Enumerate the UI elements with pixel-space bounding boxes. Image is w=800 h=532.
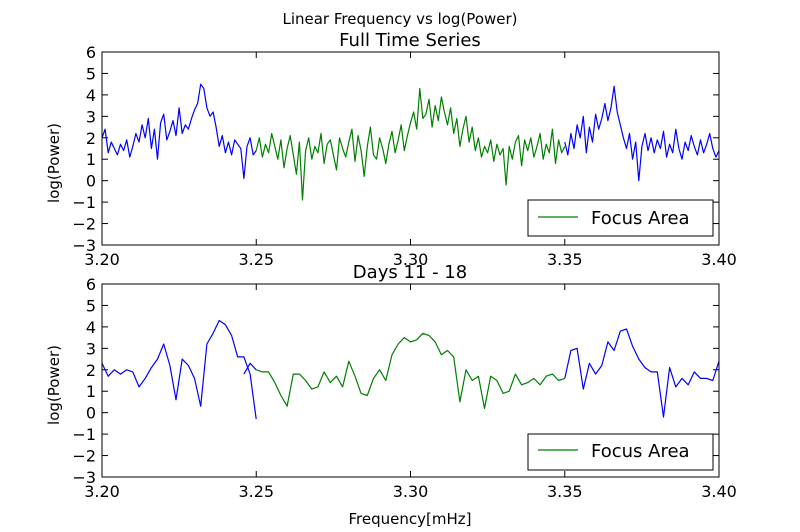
top-plot-legend-box — [527, 199, 714, 237]
top-plot-y-tick-label: 6 — [86, 43, 96, 62]
top-plot-ylabel: log(Power) — [45, 123, 63, 203]
bottom-plot-y-tick-label: 5 — [86, 296, 96, 315]
bottom-plot-y-tick-label: 1 — [86, 382, 96, 401]
top-plot-y-ticks: −3 −2 −1 0 1 2 3 4 5 6 — [72, 43, 719, 255]
top-plot-x-ticks: 3.20 3.25 3.30 3.35 3.40 — [84, 52, 737, 269]
bottom-plot-y-tick-label: 3 — [86, 339, 96, 358]
bottom-plot-ylabel: log(Power) — [45, 345, 63, 425]
bottom-plot-x-tick-label: 3.25 — [238, 482, 274, 501]
top-plot-series-focus-area — [255, 87, 566, 201]
bottom-plot-x-ticks: 3.20 3.25 3.30 3.35 3.40 — [84, 284, 737, 501]
top-plot-y-tick-label: 2 — [86, 129, 96, 148]
top-plot-full-time-series: Full Time Series log(Power) 3.20 3.25 3.30… — [45, 30, 737, 269]
bottom-plot-y-tick-label: 6 — [86, 275, 96, 294]
top-plot-legend-label: Focus Area — [591, 208, 690, 229]
bottom-plot-x-tick-label: 3.40 — [701, 482, 737, 501]
top-plot-x-tick-label: 3.20 — [84, 250, 120, 269]
bottom-plot-y-tick-label: 0 — [86, 404, 96, 423]
top-plot-y-tick-label: −2 — [72, 215, 96, 234]
figure-suptitle: Linear Frequency vs log(Power) — [282, 10, 517, 28]
bottom-plot-y-tick-label: −2 — [72, 447, 96, 466]
top-plot-x-tick-label: 3.30 — [393, 250, 429, 269]
bottom-plot-x-tick-label: 3.20 — [84, 482, 120, 501]
bottom-plot-y-tick-label: 4 — [86, 318, 96, 337]
top-plot-x-tick-label: 3.40 — [701, 250, 737, 269]
bottom-plot-series — [101, 319, 720, 420]
bottom-plot-x-tick-label: 3.30 — [393, 482, 429, 501]
top-plot-y-tick-label: −3 — [72, 236, 96, 255]
bottom-plot-title: Days 11 - 18 — [353, 262, 467, 283]
top-plot-y-tick-label: −1 — [72, 193, 96, 212]
bottom-plot-frame — [101, 283, 720, 478]
top-plot-y-tick-label: 3 — [86, 107, 96, 126]
top-plot-legend: Focus Area — [527, 199, 714, 237]
top-plot-y-tick-label: 1 — [86, 150, 96, 169]
bottom-plot-y-tick-label: −3 — [72, 468, 96, 487]
top-plot-series-background — [101, 83, 257, 180]
bottom-plot-legend: Focus Area — [527, 433, 714, 471]
bottom-plot-y-tick-label: −1 — [72, 425, 96, 444]
top-plot-x-tick-label: 3.25 — [238, 250, 274, 269]
top-plot-y-tick-label: 5 — [86, 64, 96, 83]
bottom-plot-series-focus-area — [256, 332, 565, 409]
bottom-plot-y-tick-label: 2 — [86, 361, 96, 380]
top-plot-title: Full Time Series — [339, 30, 481, 51]
bottom-plot-xlabel: Frequency[mHz] — [349, 510, 472, 528]
bottom-plot-days-11-18: Days 11 - 18 log(Power) Frequency[mHz] 3… — [45, 262, 737, 528]
top-plot-frame — [101, 51, 720, 246]
bottom-plot-x-tick-label: 3.35 — [547, 482, 583, 501]
bottom-plot-series-background — [101, 319, 257, 420]
top-plot-x-tick-label: 3.35 — [547, 250, 583, 269]
bottom-plot-legend-label: Focus Area — [591, 441, 690, 462]
bottom-plot-series-background — [564, 328, 720, 418]
top-plot-series-background — [564, 85, 720, 182]
top-plot-y-tick-label: 4 — [86, 86, 96, 105]
bottom-plot-y-ticks: −3 −2 −1 0 1 2 3 4 5 6 — [72, 275, 719, 487]
bottom-plot-series-background — [243, 362, 257, 375]
top-plot-y-tick-label: 0 — [86, 172, 96, 191]
top-plot-series — [101, 83, 720, 201]
bottom-plot-legend-box — [527, 433, 714, 471]
